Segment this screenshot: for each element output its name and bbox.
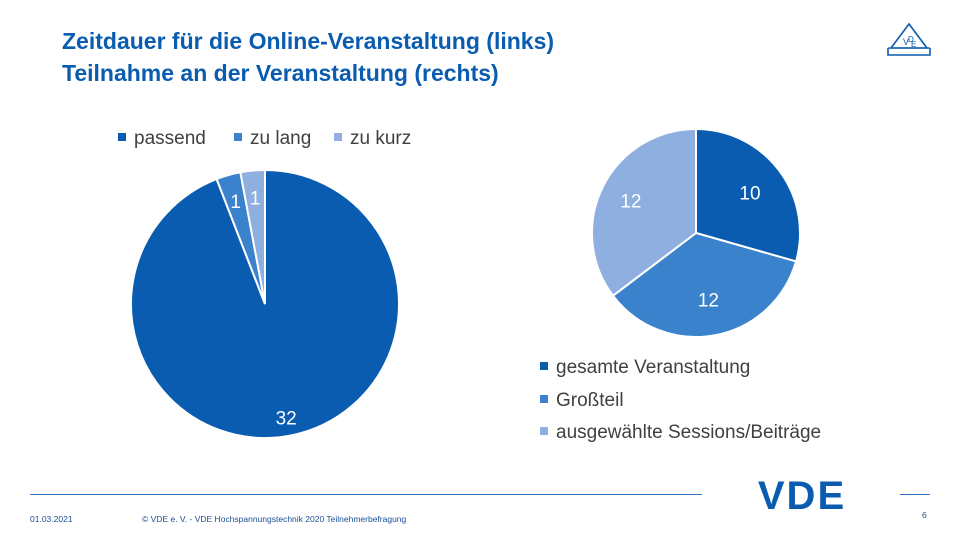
legend-item-grossteil: Großteil <box>540 390 624 412</box>
legend-swatch <box>540 362 548 370</box>
pie-data-label: 1 <box>250 188 261 209</box>
vde-seal-icon: V D E <box>887 22 931 56</box>
legend-item-zu-kurz: zu kurz <box>334 128 411 150</box>
slide-title-line1: Zeitdauer für die Online-Veranstaltung (… <box>62 28 555 54</box>
legend-swatch <box>118 133 126 141</box>
footer-copyright: © VDE e. V. - VDE Hochspannungstechnik 2… <box>142 514 407 524</box>
legend-swatch <box>540 427 548 435</box>
slide-title-line2: Teilnahme an der Veranstaltung (rechts) <box>62 60 499 86</box>
svg-text:V: V <box>903 37 909 47</box>
pie-data-label: 12 <box>620 192 641 213</box>
legend-label: zu lang <box>250 128 312 149</box>
svg-text:E: E <box>911 40 916 49</box>
legend-swatch <box>234 133 242 141</box>
pie-data-label: 32 <box>276 408 297 429</box>
legend-label: ausgewählte Sessions/Beiträge <box>556 422 822 443</box>
legend-item-zu-lang: zu lang <box>234 128 311 150</box>
vde-logo: VDE <box>758 476 846 512</box>
footer-date: 01.03.2021 <box>30 514 73 524</box>
legend-label: gesamte Veranstaltung <box>556 357 751 378</box>
pie-data-label: 10 <box>739 183 760 204</box>
legend-label: zu kurz <box>350 128 412 149</box>
svg-text:D: D <box>908 35 914 44</box>
footer-page-number: 6 <box>922 510 927 520</box>
pie-slice-großteil <box>611 231 798 338</box>
pie-slice-gesamte-veranstaltung <box>695 127 801 263</box>
legend-item-gesamte-veranstaltung: gesamte Veranstaltung <box>540 357 750 379</box>
legend-item-ausgewaehlte-sessions: ausgewählte Sessions/Beiträge <box>540 422 821 444</box>
legend-label: passend <box>134 128 206 149</box>
footer-divider-right <box>900 494 930 495</box>
pie-data-label: 12 <box>698 290 719 311</box>
pie-slice-zu-kurz <box>239 168 266 305</box>
pie-slice-ausgewählte-sessions-beiträge <box>591 127 697 298</box>
vde-logo-text: VDE <box>758 476 846 512</box>
pie-data-label: 1 <box>230 192 241 213</box>
footer-divider-left <box>30 494 702 495</box>
legend-swatch <box>540 395 548 403</box>
legend-swatch <box>334 133 342 141</box>
legend-label: Großteil <box>556 390 624 411</box>
legend-item-passend: passend <box>118 128 206 150</box>
